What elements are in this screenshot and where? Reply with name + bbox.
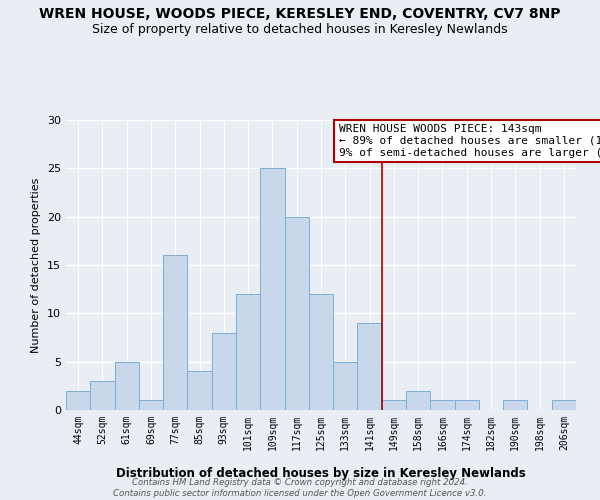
Text: WREN HOUSE WOODS PIECE: 143sqm
← 89% of detached houses are smaller (115)
9% of : WREN HOUSE WOODS PIECE: 143sqm ← 89% of …	[339, 124, 600, 158]
Bar	[139, 400, 163, 410]
Bar	[382, 400, 406, 410]
Bar	[115, 362, 139, 410]
Bar	[212, 332, 236, 410]
Bar	[455, 400, 479, 410]
Bar	[236, 294, 260, 410]
Bar	[309, 294, 333, 410]
Bar	[260, 168, 284, 410]
Bar	[284, 216, 309, 410]
Text: WREN HOUSE, WOODS PIECE, KERESLEY END, COVENTRY, CV7 8NP: WREN HOUSE, WOODS PIECE, KERESLEY END, C…	[39, 8, 561, 22]
Text: Contains HM Land Registry data © Crown copyright and database right 2024.
Contai: Contains HM Land Registry data © Crown c…	[113, 478, 487, 498]
Bar	[187, 372, 212, 410]
Y-axis label: Number of detached properties: Number of detached properties	[31, 178, 41, 352]
Bar	[333, 362, 358, 410]
Bar	[406, 390, 430, 410]
Bar	[552, 400, 576, 410]
Bar	[90, 381, 115, 410]
Bar	[163, 256, 187, 410]
Text: Distribution of detached houses by size in Keresley Newlands: Distribution of detached houses by size …	[116, 467, 526, 480]
Bar	[66, 390, 90, 410]
Text: Size of property relative to detached houses in Keresley Newlands: Size of property relative to detached ho…	[92, 22, 508, 36]
Bar	[503, 400, 527, 410]
Bar	[430, 400, 455, 410]
Bar	[358, 323, 382, 410]
